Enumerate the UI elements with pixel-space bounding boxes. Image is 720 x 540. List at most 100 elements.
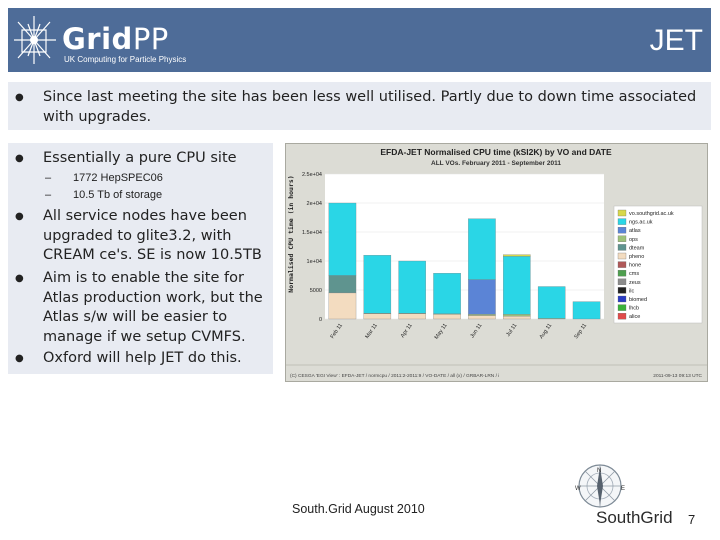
y-tick-label: 2.5e+04 [302, 172, 322, 178]
x-tick-label: Apr 11 [400, 323, 414, 339]
bar-segment [328, 275, 357, 294]
sub-bullet-storage: –10.5 Tb of storage [45, 189, 163, 201]
particle-grid-icon [14, 16, 56, 64]
sub-bullet-hepspec: –1772 HepSPEC06 [45, 172, 163, 184]
chart-bars [328, 202, 601, 320]
bar-segment [503, 254, 531, 257]
bar-segment [433, 273, 461, 314]
legend-label: lhcb [629, 306, 639, 312]
svg-text:N: N [597, 468, 601, 474]
x-tick-label: Sep 11 [574, 323, 589, 340]
details-panel [8, 143, 273, 374]
bullet-utilisation: ● Since last meeting the site has been l… [15, 88, 703, 127]
legend-box [613, 205, 703, 324]
x-tick-label: Jul 11 [505, 323, 518, 338]
legend-label: atlas [629, 228, 641, 234]
bar-segment [537, 286, 566, 319]
page-number: 7 [688, 512, 696, 527]
logo-wordmark: GridPP [62, 22, 169, 56]
legend-label: cms [629, 271, 639, 277]
logo-tagline: UK Computing for Particle Physics [64, 55, 187, 64]
x-tick-label: Aug 11 [539, 323, 554, 340]
legend-swatch [617, 313, 627, 320]
bar-segment [363, 255, 392, 314]
legend-label: zeus [629, 280, 641, 286]
legend-swatch [617, 261, 627, 268]
chart-svg: EFDA-JET Normalised CPU time (kSI2K) by … [286, 147, 707, 379]
legend-label: dteam [629, 245, 645, 251]
legend-swatch [617, 235, 627, 242]
bullet-dot-icon: ● [15, 92, 24, 103]
bar-segment [503, 256, 531, 315]
legend-swatch [617, 278, 627, 285]
x-tick-label: Mar 11 [364, 323, 379, 340]
legend-label: hone [629, 263, 641, 269]
x-tick-label: Jun 11 [469, 323, 483, 340]
legend-swatch [617, 227, 627, 234]
x-tick-label: Feb 11 [330, 323, 345, 340]
chart-xticks: Feb 11 Mar 11 Apr 11 May 11 Jun 11 Jul 11 Aug … [330, 323, 589, 341]
cpu-time-chart: EFDA-JET Normalised CPU time (kSI2K) by … [285, 143, 708, 382]
y-tick-label: 1.5e+04 [302, 230, 322, 236]
bullet-cpu-site: ● Essentially a pure CPU site [15, 149, 237, 169]
southgrid-logo: N W E [568, 462, 680, 532]
southgrid-wordmark: SouthGrid [596, 508, 673, 527]
bullet-dot-icon: ● [15, 211, 24, 222]
svg-text:W: W [575, 486, 581, 492]
y-tick-label: 5000 [310, 288, 322, 294]
bar-segment [468, 315, 496, 320]
bar-segment [328, 292, 357, 320]
bar-segment [398, 260, 426, 314]
gridpp-logo: GridPP UK Computing for Particle Physics [10, 10, 206, 70]
bar-segment [468, 314, 496, 316]
legend-swatch [617, 218, 627, 225]
bullet-service-nodes: ● All service nodes have been upgraded t… [15, 208, 262, 263]
bar-segment [328, 202, 357, 276]
chart-footer-right: 2011-09-13 09:13 UTC [653, 373, 702, 379]
bar-segment [503, 315, 531, 320]
bullet-dot-icon: ● [15, 273, 24, 284]
bullet-oxford: ● Oxford will help JET do this. [15, 349, 242, 369]
chart-title: EFDA-JET Normalised CPU time (kSI2K) by … [380, 147, 612, 157]
legend-label: vo.southgrid.ac.uk [629, 211, 674, 217]
slide-title: JET [649, 24, 703, 57]
x-tick-label: May 11 [434, 323, 449, 341]
bar-segment [503, 314, 531, 317]
bullet-dot-icon: ● [15, 353, 24, 364]
svg-text:E: E [621, 486, 625, 492]
footer-text: South.Grid August 2010 [292, 502, 425, 516]
chart-footer-left: (C) CESGA 'EGI View' : EFDA-JET / normcp… [290, 373, 499, 379]
y-tick-label: 0 [319, 317, 322, 323]
intro-panel [8, 82, 711, 130]
slide-header: GridPP UK Computing for Particle Physics… [8, 8, 711, 72]
bullet-dot-icon: ● [15, 153, 24, 164]
chart-yticks: 0 5000 1e+04 1.5e+04 2e+04 2.5e+04 [302, 172, 322, 323]
legend-label: ops [629, 237, 638, 243]
chart-subtitle: ALL VOs. February 2011 - September 2011 [431, 160, 561, 167]
legend-label: ilc [629, 288, 634, 294]
bullet-text: Since last meeting the site has been les… [43, 89, 697, 105]
legend-label: pheno [629, 254, 644, 260]
bar-segment [398, 313, 426, 320]
legend-swatch [617, 295, 627, 303]
legend-swatch [617, 209, 627, 217]
chart-legend: vo.southgrid.ac.uk ngs.ac.uk atlas ops dteam… [617, 209, 674, 320]
bar-segment [468, 279, 496, 315]
legend-label: biomed [629, 297, 647, 303]
bar-segment [363, 313, 392, 320]
bullet-atlas: ● Aim is to enable the site for Atlas pr… [15, 270, 263, 345]
bar-segment [468, 218, 496, 280]
bullet-text: Essentially a pure CPU site [43, 150, 237, 166]
legend-swatch [617, 244, 627, 251]
bullet-text: with upgrades. [43, 108, 152, 125]
compass-icon: N W E [575, 464, 625, 508]
legend-swatch [617, 252, 627, 260]
legend-label: alice [629, 314, 640, 320]
y-tick-label: 1e+04 [307, 259, 322, 265]
legend-swatch [617, 304, 627, 311]
legend-swatch [617, 287, 627, 294]
chart-ylabel: Normalised CPU time (in hours) [287, 175, 295, 292]
bar-segment [433, 314, 461, 320]
legend-label: ngs.ac.uk [629, 220, 653, 226]
bar-segment [572, 301, 601, 320]
